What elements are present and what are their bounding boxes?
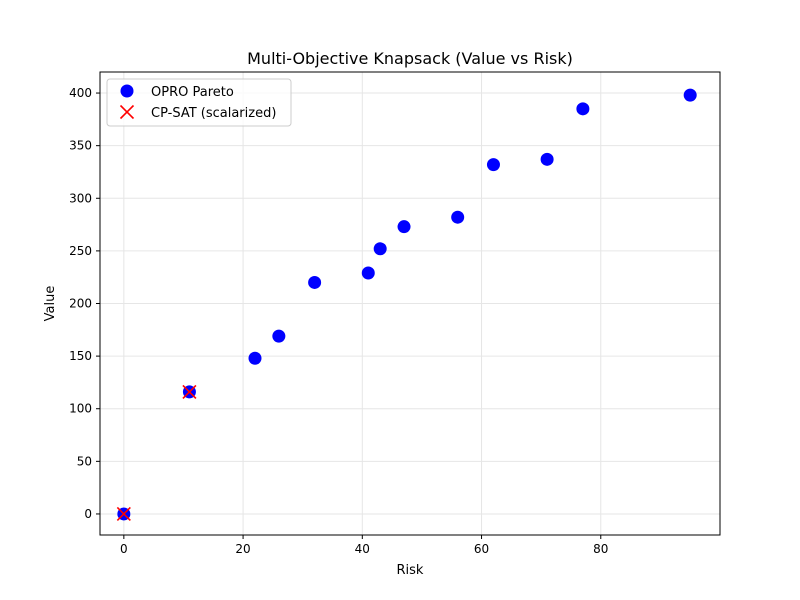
chart-title: Multi-Objective Knapsack (Value vs Risk) <box>247 49 573 68</box>
opro-pareto-point <box>683 88 697 102</box>
opro-pareto-point <box>373 242 387 256</box>
y-tick-label: 400 <box>69 86 92 100</box>
legend-box <box>106 78 292 127</box>
cp-sat-point <box>182 384 197 399</box>
legend-marker-opro-shape <box>120 84 134 98</box>
x-tick-label: 60 <box>474 542 489 556</box>
legend-marker-cpsat <box>119 104 135 120</box>
opro-pareto-point <box>397 220 411 234</box>
y-tick-label: 350 <box>69 139 92 153</box>
y-tick-label: 300 <box>69 191 92 205</box>
y-tick-label: 250 <box>69 244 92 258</box>
legend-marker-opro <box>120 84 134 98</box>
axis-ticks: 0 20 40 60 80 0 50 100 150 200 250 300 350 400 <box>69 86 608 556</box>
opro-pareto-point <box>272 329 286 343</box>
y-tick-label: 50 <box>77 454 92 468</box>
x-tick-label: 80 <box>593 542 608 556</box>
y-tick-label: 100 <box>69 402 92 416</box>
y-tick-label: 200 <box>69 297 92 311</box>
opro-pareto-point <box>308 275 322 289</box>
legend-label-opro: OPRO Pareto <box>151 85 234 100</box>
legend: OPRO Pareto CP-SAT (scalarized) <box>106 78 292 127</box>
opro-pareto-point <box>540 152 554 166</box>
opro-pareto-point <box>361 266 375 280</box>
opro-pareto-point <box>451 210 465 224</box>
legend-label-cpsat: CP-SAT (scalarized) <box>151 106 276 121</box>
x-tick-label: 20 <box>235 542 250 556</box>
y-tick-label: 150 <box>69 349 92 363</box>
legend-marker-cpsat-shape <box>119 104 135 120</box>
opro-pareto-point <box>248 351 262 365</box>
x-tick-label: 40 <box>355 542 370 556</box>
x-axis-label: Risk <box>397 563 424 578</box>
y-tick-label: 0 <box>84 507 92 521</box>
opro-pareto-point <box>576 102 590 116</box>
data-points <box>116 88 697 522</box>
x-tick-label: 0 <box>120 542 128 556</box>
y-axis-label: Value <box>43 286 58 322</box>
grid-lines <box>100 72 720 535</box>
opro-pareto-point <box>486 158 500 172</box>
cp-sat-point <box>116 506 131 522</box>
